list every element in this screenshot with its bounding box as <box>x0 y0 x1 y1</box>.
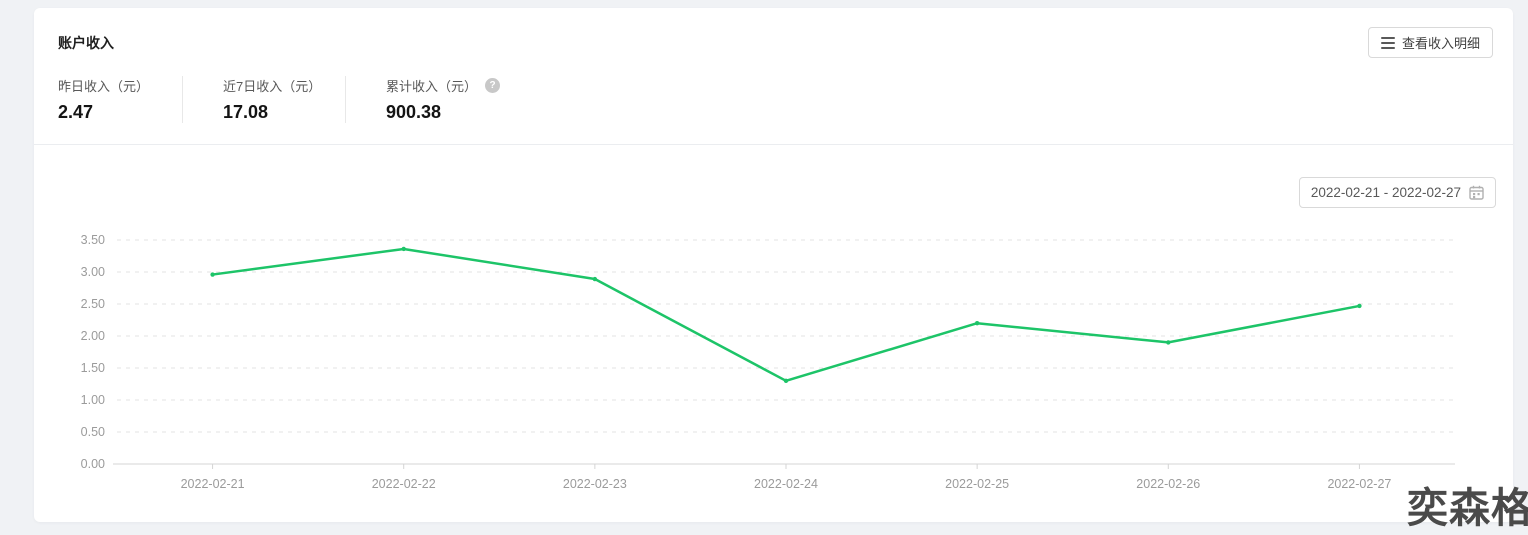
data-point[interactable] <box>1357 303 1362 309</box>
view-income-details-label: 查看收入明细 <box>1401 36 1480 51</box>
chart-section: 2022-02-21 - 2022-02-27 0.00 0.50 1.00 1.50… <box>34 146 1513 522</box>
data-point[interactable] <box>783 378 789 383</box>
data-point[interactable] <box>401 246 406 252</box>
stat-7day-income: 近7日收入（元） 17.08 <box>182 76 345 123</box>
stat-label: 昨日收入（元） <box>58 79 150 94</box>
y-axis-tick-label: 2.50 <box>81 297 105 311</box>
y-axis-tick-label: 3.50 <box>81 233 105 247</box>
y-axis-tick-label: 0.50 <box>81 425 105 439</box>
x-axis-tick-label: 2022-02-24 <box>754 477 818 491</box>
data-point[interactable] <box>974 321 980 326</box>
x-axis-tick-label: 2022-02-25 <box>945 477 1009 491</box>
help-icon[interactable]: ? <box>485 78 501 93</box>
stat-value: 17.08 <box>223 102 269 122</box>
view-income-details-button[interactable]: 查看收入明细 <box>1367 27 1493 58</box>
data-point[interactable] <box>210 272 215 277</box>
data-point[interactable] <box>1166 340 1171 345</box>
date-range-value: 2022-02-21 - 2022-02-27 <box>1310 185 1461 200</box>
data-point[interactable] <box>592 276 598 282</box>
list-menu-icon <box>1380 36 1395 49</box>
stat-label: 累计收入（元） <box>386 79 478 94</box>
x-axis-tick-label: 2022-02-27 <box>1327 477 1391 491</box>
date-range-picker[interactable]: 2022-02-21 - 2022-02-27 <box>1298 177 1496 208</box>
stat-yesterday-income: 昨日收入（元） 2.47 <box>58 76 182 123</box>
page-title: 账户收入 <box>58 35 114 51</box>
income-line-series <box>211 247 1361 383</box>
stat-total-income: 累计收入（元） ? 900.38 <box>345 76 534 123</box>
account-income-card: 账户收入 查看收入明细 昨日收入（元） 2.47 近7日收入（元） 17.08 … <box>34 8 1513 522</box>
x-axis-tick-label: 2022-02-23 <box>563 477 627 491</box>
x-axis-tick-label: 2022-02-22 <box>372 477 436 491</box>
stat-value: 900.38 <box>386 102 442 122</box>
x-axis-tick-label: 2022-02-26 <box>1136 477 1200 491</box>
y-axis-tick-label: 0.00 <box>81 457 105 471</box>
income-line-chart: 0.00 0.50 1.00 1.50 2.00 2.50 3.00 3.50 2022-02-… <box>81 233 1455 491</box>
y-axis-tick-label: 1.00 <box>81 393 105 407</box>
y-axis-tick-label: 3.00 <box>81 265 105 279</box>
stat-value: 2.47 <box>58 102 94 122</box>
card-header: 账户收入 查看收入明细 昨日收入（元） 2.47 近7日收入（元） 17.08 … <box>34 8 1513 145</box>
y-axis-tick-label: 2.00 <box>81 329 105 343</box>
y-axis-tick-label: 1.50 <box>81 361 105 375</box>
calendar-icon <box>1469 185 1484 200</box>
x-axis-tick-label: 2022-02-21 <box>181 477 245 491</box>
watermark: 奕森格 <box>1407 485 1528 531</box>
income-stats: 昨日收入（元） 2.47 近7日收入（元） 17.08 累计收入（元） ? 90… <box>58 76 534 123</box>
stat-label: 近7日收入（元） <box>223 79 322 94</box>
